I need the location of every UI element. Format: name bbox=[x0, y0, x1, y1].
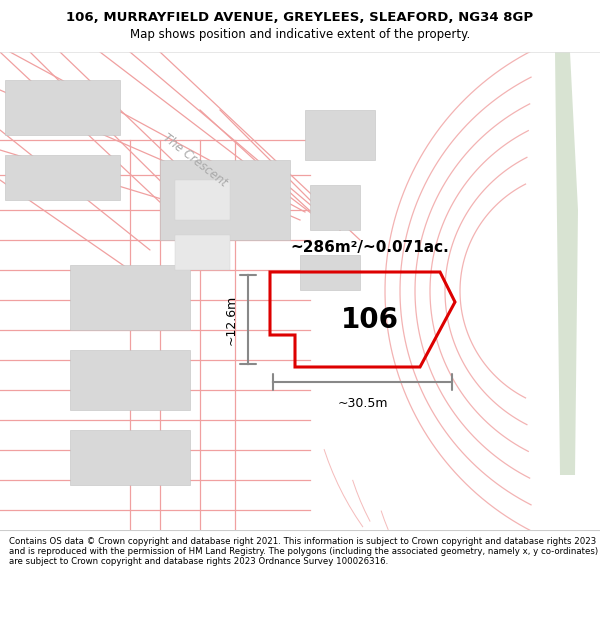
Bar bbox=[305, 110, 375, 160]
Text: ~12.6m: ~12.6m bbox=[225, 294, 238, 344]
Polygon shape bbox=[555, 52, 578, 475]
Bar bbox=[175, 180, 230, 220]
Text: ~30.5m: ~30.5m bbox=[337, 397, 388, 410]
Bar bbox=[70, 350, 190, 410]
Text: 106: 106 bbox=[341, 306, 399, 334]
Bar bbox=[5, 155, 120, 200]
Text: Map shows position and indicative extent of the property.: Map shows position and indicative extent… bbox=[130, 28, 470, 41]
Bar bbox=[300, 255, 360, 290]
Bar bbox=[160, 160, 290, 240]
Text: The Crescent: The Crescent bbox=[160, 131, 230, 189]
Bar bbox=[175, 235, 230, 270]
Bar bbox=[70, 265, 190, 330]
Bar bbox=[310, 185, 360, 230]
Text: 106, MURRAYFIELD AVENUE, GREYLEES, SLEAFORD, NG34 8GP: 106, MURRAYFIELD AVENUE, GREYLEES, SLEAF… bbox=[67, 11, 533, 24]
Bar bbox=[70, 430, 190, 485]
Bar bbox=[5, 80, 120, 135]
Text: Contains OS data © Crown copyright and database right 2021. This information is : Contains OS data © Crown copyright and d… bbox=[9, 537, 598, 566]
Text: ~286m²/~0.071ac.: ~286m²/~0.071ac. bbox=[290, 240, 449, 255]
